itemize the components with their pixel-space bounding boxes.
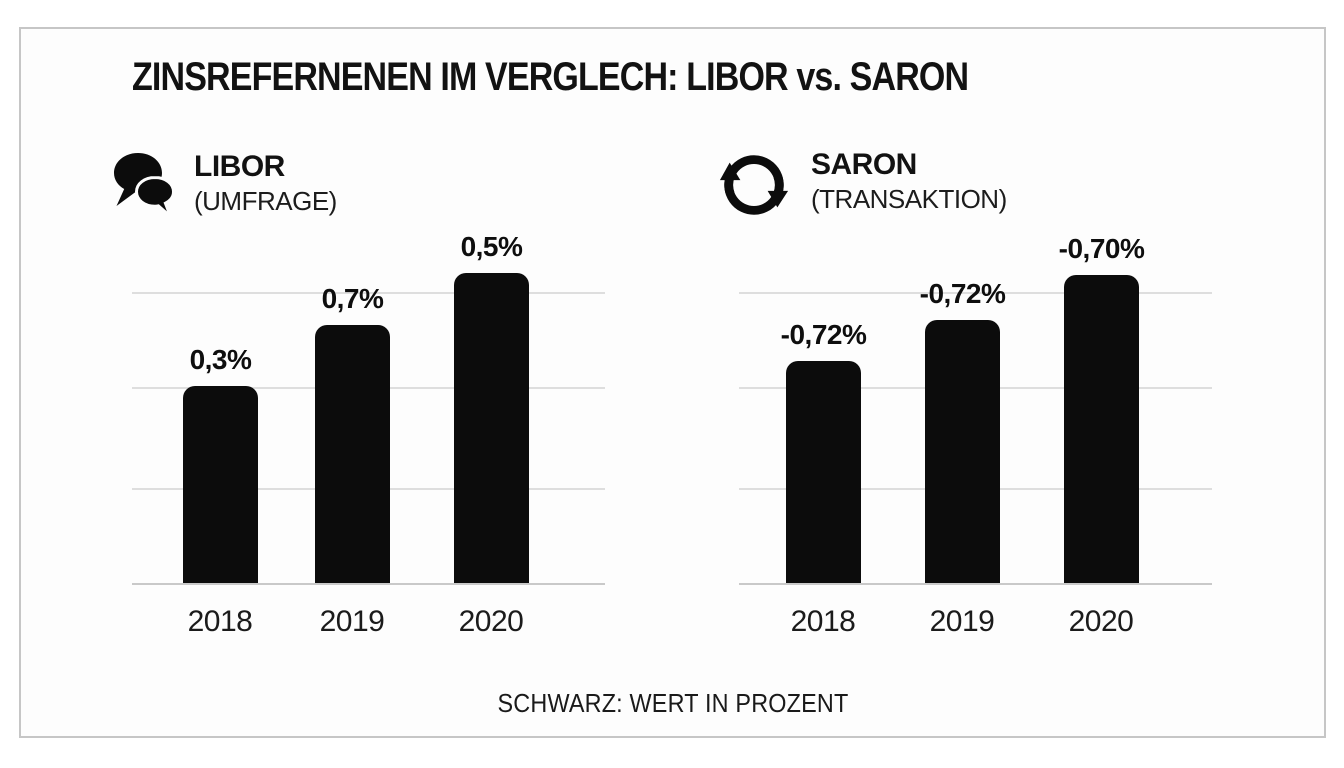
x-tick-saron-2020: 2020 <box>1068 605 1134 638</box>
page-title: ZINSREFERNENEN IM VERGLECH: LIBOR vs. SA… <box>132 55 969 99</box>
gridline <box>739 292 1212 294</box>
x-tick-saron-2018: 2018 <box>790 605 856 638</box>
chart-card: ZINSREFERNENEN IM VERGLECH: LIBOR vs. SA… <box>19 27 1326 738</box>
saron-chart-subtitle: (TRANSAKTION) <box>811 184 1007 214</box>
bar-value-label: 0,3% <box>189 344 252 375</box>
bar-value-label: -0,70% <box>1058 233 1145 264</box>
x-tick-libor-2020: 2020 <box>458 605 524 638</box>
bar-saron-2018 <box>786 361 861 583</box>
bar-saron-2020 <box>1064 275 1139 583</box>
libor-header-text: LIBOR (UMFRAGE) <box>194 150 337 216</box>
saron-plot-area: -0,72% -0,72% -0,70% <box>739 233 1212 585</box>
saron-header-text: SARON (TRANSAKTION) <box>811 148 1007 214</box>
bar-saron-2019 <box>925 320 1000 583</box>
bar-value-label: -0,72% <box>919 278 1006 309</box>
bar-libor-2019 <box>315 325 390 583</box>
libor-chart-subtitle: (UMFRAGE) <box>194 186 337 216</box>
x-tick-libor-2019: 2019 <box>319 605 385 638</box>
footer-note: SCHWARZ: WERT IN PROZENT <box>21 688 1324 719</box>
libor-header: LIBOR (UMFRAGE) <box>112 150 337 223</box>
cycle-arrows-icon <box>715 148 793 227</box>
x-tick-saron-2019: 2019 <box>929 605 995 638</box>
saron-chart-name: SARON <box>811 148 917 181</box>
bar-libor-2020 <box>454 273 529 583</box>
gridline <box>132 292 605 294</box>
bar-value-label: 0,7% <box>321 283 384 314</box>
speech-bubbles-icon <box>112 150 176 223</box>
x-tick-libor-2018: 2018 <box>187 605 253 638</box>
bar-value-label: -0,72% <box>780 319 867 350</box>
bar-libor-2018 <box>183 386 258 583</box>
libor-chart-name: LIBOR <box>194 150 285 183</box>
libor-plot-area: 0,3% 0,7% 0,5% <box>132 231 605 585</box>
bar-value-label: 0,5% <box>460 231 523 262</box>
footer-note-text: SCHWARZ: WERT IN PROZENT <box>497 688 848 718</box>
saron-header: SARON (TRANSAKTION) <box>715 148 1007 227</box>
